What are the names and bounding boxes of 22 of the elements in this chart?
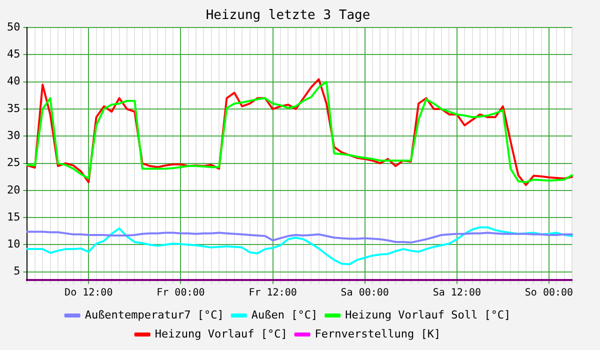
legend-label: Fernverstellung [K]	[314, 327, 441, 340]
y-tick-label: 30	[6, 129, 20, 142]
x-tick-label: Fr 00:00	[156, 288, 205, 299]
x-tick-label: Fr 12:00	[248, 288, 297, 299]
y-tick-label: 5	[14, 264, 20, 278]
x-tick-label: So 00:00	[524, 288, 574, 299]
legend-label: Außentemperatur7 [°C]	[84, 308, 224, 322]
y-tick-label: 40	[6, 74, 20, 88]
y-tick-label: 50	[6, 20, 20, 34]
legend-label: Außen [°C]	[251, 308, 318, 322]
y-tick-label: 10	[6, 238, 20, 251]
y-tick-label: 20	[6, 183, 20, 196]
legend-label: Heizung Vorlauf Soll [°C]	[345, 308, 511, 322]
y-tick-label: 45	[6, 48, 20, 61]
x-tick-label: Sa 00:00	[340, 288, 389, 299]
legend-label: Heizung Vorlauf [°C]	[154, 327, 288, 340]
y-tick-label: 25	[6, 156, 20, 170]
y-tick-label: 15	[6, 210, 20, 224]
chart-title: Heizung letzte 3 Tage	[206, 8, 370, 24]
x-tick-label: Sa 12:00	[432, 288, 481, 299]
y-tick-label: 35	[6, 102, 20, 115]
x-tick-label: Do 12:00	[64, 288, 113, 299]
